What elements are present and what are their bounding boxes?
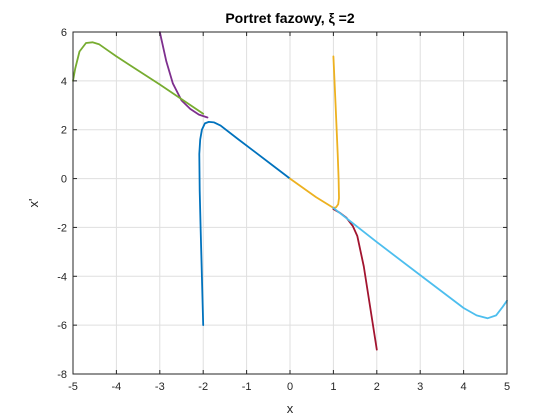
series-line-3 [158,31,209,119]
series-line-1 [198,121,291,327]
x-tick-label: -5 [68,381,78,393]
series-line-5 [72,41,205,115]
x-tick-label: 1 [330,381,336,393]
tick-labels: -5 -4 -3 -2 -1 0 1 2 3 4 5 -8 -6 -4 -2 0 2 4 6 [57,27,510,393]
y-tick-label: 4 [61,76,67,88]
x-tick-label: 4 [461,381,467,393]
y-tick-label: 2 [61,125,67,137]
y-tick-label: 0 [61,174,67,186]
x-tick-label: -3 [155,381,165,393]
axes-box [72,31,508,375]
x-tick-label: -1 [242,381,252,393]
chart-title: Portret fazowy, ξ =2 [225,10,355,26]
axes [72,31,508,375]
y-tick-label: -8 [57,369,67,381]
x-tick-label: 0 [287,381,293,393]
x-axis-label: x [287,401,294,416]
x-tick-label: -4 [112,381,122,393]
y-tick-label: -4 [57,271,67,283]
x-tick-label: -2 [198,381,208,393]
series-line-2 [289,55,340,209]
y-tick-label: -2 [57,222,67,234]
y-tick-label: -6 [57,320,67,332]
x-tick-label: 2 [374,381,380,393]
x-tick-label: 5 [504,381,510,393]
series-line-6 [332,206,508,320]
x-tick-label: 3 [417,381,423,393]
y-tick-label: 6 [61,27,67,39]
data-series [72,31,508,351]
y-axis-label: x' [26,199,41,208]
